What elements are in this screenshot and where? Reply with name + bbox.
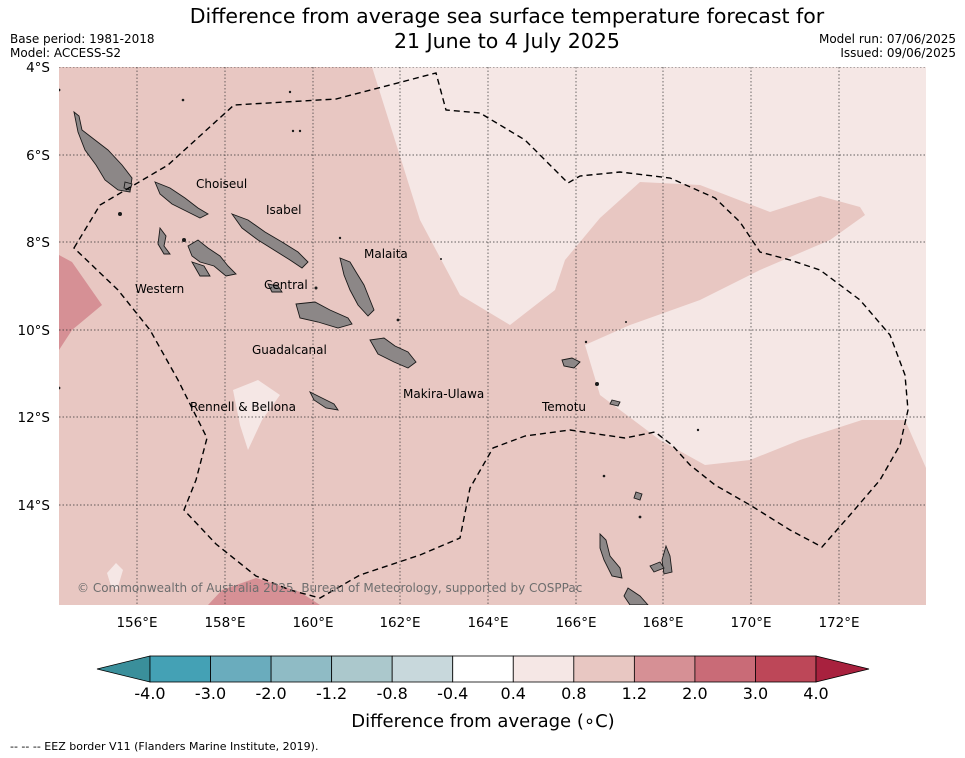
meta-left: Base period: 1981-2018 Model: ACCESS-S2 [10,32,155,60]
colorbar-segment [452,655,514,683]
lat-label: 8°S [26,235,50,251]
lon-label: 168°E [642,615,683,631]
colorbar-tick-label: 4.0 [803,684,828,703]
copyright-notice: © Commonwealth of Australia 2025, Bureau… [77,581,582,595]
colorbar-segment [149,655,211,683]
eez-border [73,72,909,599]
lat-label: 4°S [26,60,50,76]
central-island [267,283,283,293]
atolls [59,88,700,519]
colorbar-tick-label: -2.0 [255,684,286,703]
guadalcanal-island [295,301,353,329]
lat-label: 10°S [18,323,51,339]
map-panel: Choiseul Isabel Malaita Western Central … [59,67,926,605]
small-island-a [633,491,643,501]
latitude-labels: 4°S 6°S 8°S 10°S 12°S 14°S [18,60,51,514]
lon-label: 162°E [379,615,420,631]
graticule [59,67,926,605]
rennell-island [308,390,339,411]
title-line-2: 21 June to 4 July 2025 [394,29,620,53]
region-label-guadalcanal: Guadalcanal [252,343,327,357]
colorbar-tick-label: -4.0 [134,684,165,703]
eez-footnote: -- -- -- EEZ border V11 (Flanders Marine… [10,740,319,753]
anomaly-light-small-patch [107,563,123,590]
colorbar-extend-low [96,655,151,683]
colorbar-tick-label: -3.0 [195,684,226,703]
colorbar: -4.0 -3.0 -2.0 -1.2 -0.8 -0.4 0.4 0.8 1.2 2.0 3.0 4… [96,655,870,703]
meta-right: Model run: 07/06/2025 Issued: 09/06/2025 [819,32,956,60]
colorbar-tick-label: 0.8 [561,684,586,703]
choiseul-island [154,181,209,219]
region-label-western: Western [135,282,184,296]
lon-label: 164°E [467,615,508,631]
colorbar-tick-label: -1.2 [316,684,347,703]
anomaly-light-patch [233,380,280,450]
colorbar-segment [270,655,333,683]
lon-label: 170°E [730,615,771,631]
malaita-island [339,257,375,317]
colorbar-tick-label: -0.4 [437,684,468,703]
colorbar-segment [633,655,696,683]
land-masses [73,110,673,605]
colorbar-tick-label: 2.0 [682,684,707,703]
vanuatu-island-b [623,587,649,605]
region-label-makira-ulawa: Makira-Ulawa [403,387,484,401]
colorbar-tick-label: 0.4 [501,684,526,703]
colorbar-tick-label: 3.0 [743,684,768,703]
vanuatu-island-d [649,561,665,573]
lon-label: 160°E [292,615,333,631]
temotu-island-a [561,357,581,369]
region-label-isabel: Isabel [266,203,301,217]
western-island-b [187,239,237,277]
region-label-central: Central [264,278,308,292]
longitude-labels: 156°E 158°E 160°E 162°E 164°E 166°E 168°… [116,615,859,631]
lat-label: 14°S [18,498,51,514]
vanuatu-island-a [599,532,623,579]
western-island-c [191,261,211,277]
region-label-rennell-bellona: Rennell & Bellona [190,400,296,414]
model-run: Model run: 07/06/2025 [818,32,956,46]
lon-label: 166°E [555,615,596,631]
colorbar-segment [694,655,756,683]
vanuatu-island-c [661,544,673,575]
temotu-island-b [609,399,621,407]
makira-island [369,337,417,369]
region-label-choiseul: Choiseul [196,177,247,191]
anomaly-warm-south [208,578,320,605]
colorbar-title: Difference from average (∘C) [351,711,614,732]
colorbar-segment [210,655,272,683]
colorbar-tick-label: -0.8 [377,684,408,703]
lon-label: 156°E [116,615,157,631]
lat-label: 12°S [18,410,51,426]
anomaly-warm-west [59,255,102,350]
colorbar-segment [391,655,454,683]
colorbar-segment [573,655,635,683]
issued-date: Issued: 09/06/2025 [840,46,956,60]
lon-label: 158°E [204,615,245,631]
western-island-a [157,226,171,255]
region-label-malaita: Malaita [364,247,408,261]
colorbar-tick-label: 1.2 [622,684,647,703]
map-title: Difference from average sea surface temp… [0,4,965,54]
lat-label: 6°S [26,148,50,164]
base-period: Base period: 1981-2018 [10,32,155,46]
colorbar-segment [755,655,817,683]
region-label-temotu: Temotu [541,400,586,414]
colorbar-extend-high [815,655,870,683]
model-name: Model: ACCESS-S2 [10,46,122,60]
lon-label: 172°E [818,615,859,631]
isabel-island [230,213,309,269]
colorbar-segment [331,655,393,683]
colorbar-segment [512,655,575,683]
title-line-1: Difference from average sea surface temp… [189,4,825,28]
anomaly-light-northeast [372,67,926,468]
